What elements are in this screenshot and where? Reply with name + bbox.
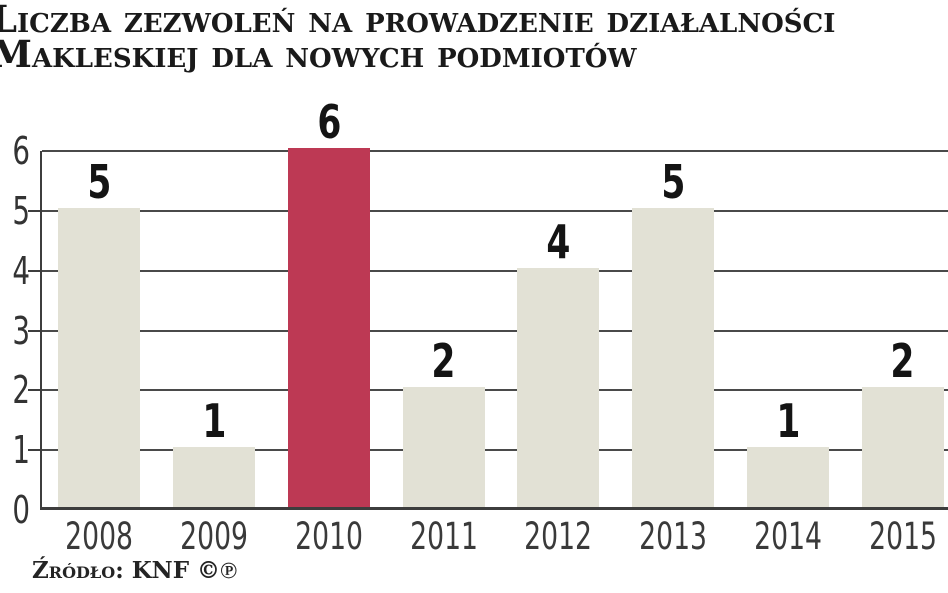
y-axis-label-3: 3 [12,308,30,353]
y-tick-1 [28,449,42,452]
x-axis-label-2009: 2009 [157,517,272,557]
x-axis-label-2014: 2014 [731,517,846,557]
gridline-2 [42,389,948,392]
source-note: Źródło: KNF ©℗ [32,557,238,584]
x-axis-label-text-2013: 2013 [639,515,708,558]
x-axis-label-2008: 2008 [42,517,157,557]
y-axis-label-6: 6 [12,129,30,173]
gridline-6 [42,150,948,152]
bar-group-2012: 4 [501,151,616,507]
gridline-5 [42,209,948,212]
y-axis-label-5: 5 [12,188,30,233]
bar-value-2014: 1 [775,394,800,449]
bar-value-2008: 5 [87,154,112,209]
gridline-4 [42,269,948,272]
x-axis-label-text-2010: 2010 [294,515,363,558]
x-axis-label-2013: 2013 [616,517,731,557]
bar-value-2015: 2 [890,334,915,389]
x-axis-label-text-2012: 2012 [524,515,593,558]
x-axis-label-text-2015: 2015 [868,515,937,558]
x-axis-label-2011: 2011 [386,517,501,557]
bar-2011 [402,387,485,507]
y-tick-3 [28,329,42,332]
x-axis-label-2012: 2012 [501,517,616,557]
chart-title: Liczba zezwoleń na prowadzenie działalno… [0,0,836,76]
bar-2013 [632,207,715,507]
x-axis-label-2010: 2010 [272,517,387,557]
bar-2015 [861,387,944,507]
y-axis-label-4: 4 [12,248,30,293]
y-tick-4 [28,269,42,272]
gridline-3 [42,329,948,332]
gridline-1 [42,449,948,452]
bar-value-2012: 4 [546,214,571,269]
bar-value-2011: 2 [431,334,456,389]
bar-group-2011: 2 [386,151,501,507]
x-axis-labels: 2008 2009 2010 2011 2012 2013 2014 2015 [42,517,948,557]
x-axis-label-text-2009: 2009 [180,515,249,558]
bar-value-2013: 5 [661,154,686,209]
bar-2008 [58,207,141,507]
y-tick-5 [28,209,42,212]
y-tick-2 [28,389,42,392]
bar-group-2008: 5 [42,151,157,507]
bar-2012 [517,267,600,507]
bar-group-2013: 5 [616,151,731,507]
bar-2010 [287,148,370,507]
bar-group-2009: 1 [157,151,272,507]
y-axis-label-2: 2 [12,368,30,413]
chart-title-line-2: Makleskiej dla nowych podmiotów [0,32,637,76]
bar-2009 [173,447,256,507]
x-axis-label-text-2014: 2014 [753,515,822,558]
bar-2014 [746,447,829,507]
bar-group-2015: 2 [845,151,948,507]
y-axis-label-1: 1 [12,428,30,473]
chart-title-line-1: Liczba zezwoleń na prowadzenie działalno… [0,0,836,41]
bar-value-2010: 6 [316,95,341,149]
x-axis-label-text-2008: 2008 [65,515,134,558]
bar-group-2010: 6 [272,99,387,507]
x-axis-label-text-2011: 2011 [409,515,478,558]
x-axis-label-2015: 2015 [845,517,948,557]
bar-group-2014: 1 [731,151,846,507]
bar-value-2009: 1 [202,394,227,449]
y-axis-label-0: 0 [12,488,30,532]
